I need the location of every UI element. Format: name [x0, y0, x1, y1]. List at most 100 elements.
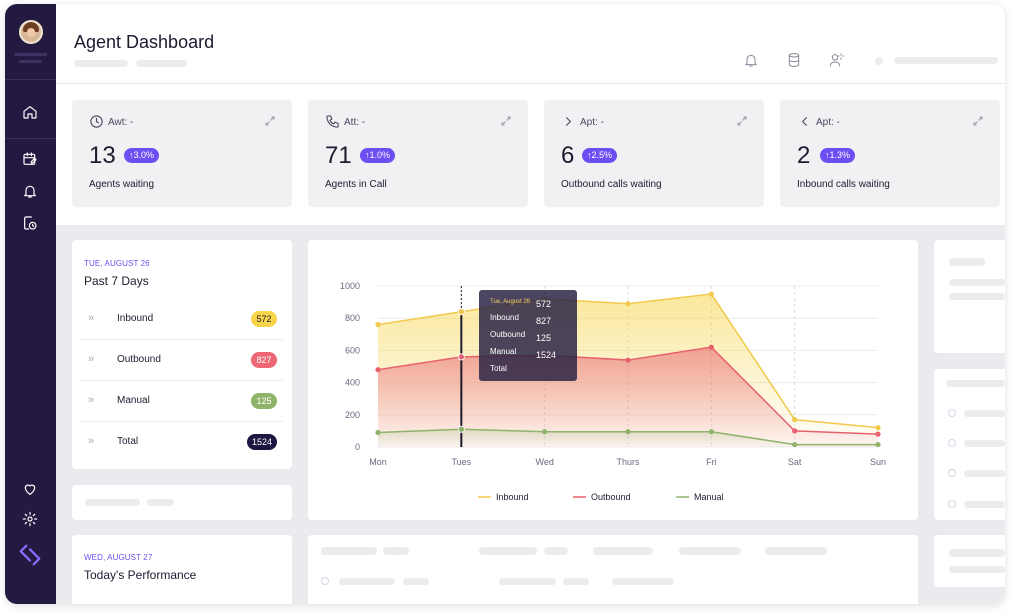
tooltip-label: Total: [490, 364, 507, 373]
sidebar: [5, 4, 56, 604]
kpi-change-badge: ↑1.3%: [820, 148, 856, 163]
data-point-outbound: [625, 357, 631, 363]
tooltip-value: 125: [536, 333, 551, 343]
data-point-manual: [875, 441, 881, 448]
placeholder-line: [964, 470, 1005, 477]
kpi-label: Apt: -: [580, 117, 604, 128]
kpi-card-agents-in-call[interactable]: Att: - 71 ↑1.0% Agents in Call: [308, 100, 528, 207]
x-tick-label: Thurs: [616, 457, 640, 467]
data-point-manual: [458, 426, 464, 432]
list-item[interactable]: » Inbound 572: [80, 299, 283, 340]
avatar[interactable]: [19, 20, 43, 44]
brand-logo-icon[interactable]: [16, 541, 44, 569]
expand-icon[interactable]: [736, 114, 748, 126]
placeholder-line: [964, 440, 1005, 447]
data-point-manual: [542, 429, 548, 435]
placeholder-circle: [948, 409, 956, 417]
data-point-inbound: [458, 309, 464, 315]
placeholder-line: [964, 410, 1005, 417]
list-item[interactable]: » Total 1524: [80, 422, 283, 463]
y-tick-label: 600: [345, 345, 360, 355]
x-tick-label: Wed: [535, 457, 553, 467]
y-tick-label: 1000: [340, 281, 360, 291]
tooltip-value: 572: [536, 299, 551, 309]
kpi-label: Awt: -: [108, 117, 134, 128]
double-chevron-icon: »: [88, 312, 95, 324]
bell-icon[interactable]: [743, 52, 759, 68]
placeholder-circle: [948, 469, 956, 477]
placeholder-line: [949, 566, 1005, 573]
kpi-value: 6: [561, 142, 575, 169]
phone-icon: [325, 114, 340, 129]
kpi-band: Awt: - 13 ↑3.0% Agents waiting Att: - 71…: [56, 84, 1005, 225]
performance-title: Today's Performance: [84, 568, 197, 582]
summary-date: TUE, AUGUST 26: [84, 259, 150, 268]
row-value-badge: 572: [251, 311, 277, 327]
kpi-change: 1.0%: [369, 150, 391, 160]
placeholder-card: [934, 240, 1005, 353]
x-tick-label: Mon: [369, 457, 387, 467]
sidebar-divider: [5, 138, 56, 139]
home-icon[interactable]: [20, 102, 40, 122]
row-value-badge: 125: [251, 393, 277, 409]
placeholder-circle: [948, 439, 956, 447]
area-manual: [378, 429, 878, 447]
legend-label: Outbound: [591, 492, 631, 502]
y-tick-label: 0: [355, 442, 360, 452]
row-label: Total: [117, 436, 139, 447]
placeholder-line: [964, 501, 1005, 508]
kpi-card-agents-waiting[interactable]: Awt: - 13 ↑3.0% Agents waiting: [72, 100, 292, 207]
expand-icon[interactable]: [972, 114, 984, 126]
database-icon[interactable]: [786, 52, 802, 68]
placeholder-circle: [321, 577, 329, 585]
bell-icon[interactable]: [20, 181, 40, 201]
gear-icon[interactable]: [20, 509, 40, 529]
calendar-edit-icon[interactable]: [20, 149, 40, 169]
kpi-caption: Agents in Call: [325, 179, 387, 190]
chevron-right-icon: [561, 114, 576, 129]
kpi-card-inbound-waiting[interactable]: Apt: - 2 ↑1.3% Inbound calls waiting: [780, 100, 1000, 207]
users-settings-icon[interactable]: [829, 52, 845, 68]
y-tick-label: 400: [345, 378, 360, 388]
area-chart: 0 200 400 600 800 1000 Mon Tues Wed Thurs Fri Sat Su…: [340, 281, 886, 502]
tooltip-background: [479, 290, 577, 381]
placeholder-line: [765, 547, 827, 555]
placeholder-line: [949, 293, 1005, 300]
row-label: Inbound: [117, 313, 154, 324]
kpi-value: 13: [89, 142, 116, 169]
legend-label: Manual: [694, 492, 724, 502]
data-point-inbound: [708, 291, 714, 297]
placeholder-line: [612, 578, 674, 585]
placeholder-line: [403, 578, 429, 585]
placeholder-line: [679, 547, 741, 555]
performance-date: WED, AUGUST 27: [84, 553, 153, 562]
row-value-badge: 1524: [246, 434, 277, 450]
clock-file-icon[interactable]: [20, 213, 40, 233]
placeholder-line: [85, 499, 140, 506]
x-tick-label: Tues: [451, 457, 471, 467]
data-point-outbound: [708, 344, 714, 350]
x-tick-label: Fri: [706, 457, 717, 467]
list-item[interactable]: » Manual 125: [80, 381, 283, 422]
placeholder-line: [479, 547, 537, 555]
placeholder-line: [946, 380, 1005, 387]
heart-icon[interactable]: [20, 479, 40, 499]
tooltip-label: Manual: [490, 347, 516, 356]
placeholder-card: [934, 369, 1005, 520]
data-point-manual: [625, 429, 631, 435]
kpi-value: 71: [325, 142, 352, 169]
kpi-card-outbound-waiting[interactable]: Apt: - 6 ↑2.5% Outbound calls waiting: [544, 100, 764, 207]
placeholder-card: [934, 535, 1005, 587]
data-point-manual: [708, 429, 714, 435]
sidebar-user-role-placeholder: [19, 60, 42, 63]
expand-icon[interactable]: [500, 114, 512, 126]
kpi-caption: Outbound calls waiting: [561, 179, 662, 190]
placeholder-line: [147, 499, 174, 506]
list-item[interactable]: » Outbound 827: [80, 340, 283, 381]
kpi-caption: Agents waiting: [89, 179, 155, 190]
kpi-change: 3.0%: [133, 150, 155, 160]
row-label: Manual: [117, 395, 150, 406]
expand-icon[interactable]: [264, 114, 276, 126]
data-point-outbound: [375, 367, 381, 373]
y-tick-label: 200: [345, 410, 360, 420]
